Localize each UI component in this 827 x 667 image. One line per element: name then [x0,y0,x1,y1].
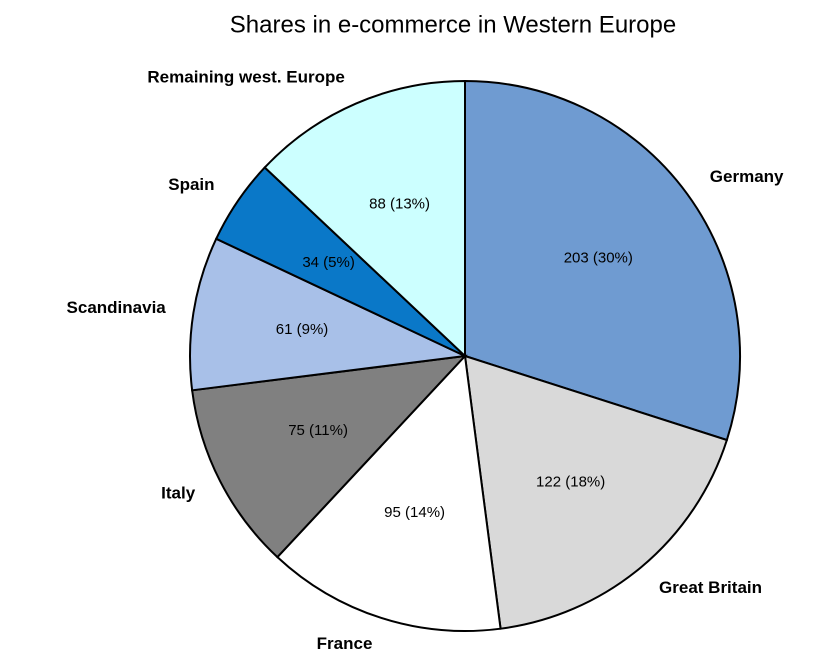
category-label: Great Britain [659,578,762,597]
category-label: Remaining west. Europe [147,67,344,86]
value-label: 95 (14%) [384,504,445,521]
value-label: 88 (13%) [369,195,430,212]
value-label: 122 (18%) [536,474,605,491]
value-label: 34 (5%) [302,254,355,271]
value-label: 203 (30%) [564,250,633,267]
value-label: 61 (9%) [276,321,329,338]
category-label: Germany [710,167,784,186]
pie-slice [276,353,502,632]
category-label: France [317,634,373,653]
category-label: Spain [168,175,214,194]
value-label: 75 (11%) [288,422,348,439]
category-label: Scandinavia [67,298,167,317]
pie-slice [464,79,741,442]
category-label: Italy [161,483,196,502]
pie-slice [463,354,729,630]
pie-slice [263,79,466,359]
chart-title: Shares in e-commerce in Western Europe [230,11,676,38]
pie-slice [191,354,468,559]
pie-slice [189,237,469,392]
